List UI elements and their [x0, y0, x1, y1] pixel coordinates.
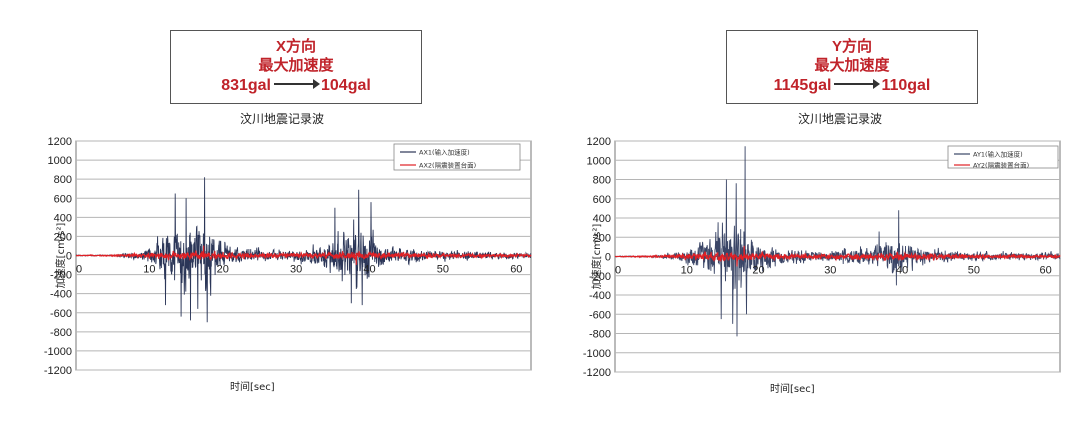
x-direction-panel: X方向 最大加速度 831gal 104gal 汶川地震记录波 1200 1000 8… [44, 30, 532, 393]
y-tick-label: 600 [593, 194, 611, 206]
right-arrow-icon [834, 78, 881, 89]
legend-box [947, 145, 1059, 169]
legend-box [393, 143, 521, 171]
x-tick-label: 40 [896, 265, 908, 277]
y-tick-label: 200 [54, 231, 72, 243]
y-tick-label: -800 [50, 327, 72, 339]
y-tick-label: 1200 [48, 136, 72, 148]
x-tick-label: 10 [681, 265, 693, 277]
legend-label: AX1(输入加速度) [419, 147, 470, 156]
x-input-peak: 831gal [221, 77, 271, 94]
x-acceleration-reduction: 831gal 104gal [171, 75, 421, 97]
y-tick-label: 800 [54, 174, 72, 186]
x-axis-label: 时间[sec] [770, 382, 815, 395]
y-tick-label: -200 [50, 270, 72, 282]
y-tick-label: -600 [589, 309, 611, 321]
y-tick-label: -1200 [44, 365, 72, 377]
x-max-acceleration-label: 最大加速度 [258, 57, 334, 74]
x-isolated-peak: 104gal [321, 77, 371, 94]
right-arrow-icon [274, 78, 320, 89]
x-tick-label: 30 [824, 265, 836, 277]
y-tick-label: -800 [589, 329, 611, 341]
series-line-2 [614, 245, 1061, 267]
x-peak-acceleration-box: X方向 最大加速度 831gal 104gal [170, 30, 422, 104]
y-acceleration-reduction: 1145gal 110gal [727, 75, 977, 97]
x-direction-label: X方向 [275, 38, 316, 55]
x-tick-label: 10 [143, 264, 155, 276]
x-tick-label: 40 [363, 264, 375, 276]
y-tick-label: -600 [50, 308, 72, 320]
y-tick-label: -1000 [44, 346, 72, 358]
x-tick-label: 60 [510, 264, 522, 276]
x-acceleration-chart: 120010008006004002000-200-400-600-800-10… [44, 136, 532, 393]
x-axis-label: 时间[sec] [230, 380, 275, 393]
x-chart-title: 汶川地震记录波 [239, 112, 324, 126]
y-tick-label: 800 [593, 175, 611, 187]
x-tick-label: 60 [1040, 265, 1052, 277]
y-axis-label: 加速度[cm/s²] [590, 224, 603, 290]
y-peak-acceleration-box: Y方向 最大加速度 1145gal 110gal [726, 30, 978, 104]
x-tick-label: 0 [615, 265, 621, 277]
y-tick-label: 0 [605, 252, 611, 264]
y-tick-label: -200 [589, 271, 611, 283]
y-isolated-peak: 110gal [881, 77, 931, 94]
y-tick-label: 400 [54, 212, 72, 224]
series-line-2 [75, 245, 532, 265]
y-tick-label: 200 [593, 232, 611, 244]
y-chart-title: 汶川地震记录波 [797, 112, 882, 126]
y-tick-label: 600 [54, 193, 72, 205]
x-tick-label: 20 [752, 265, 764, 277]
y-tick-label: 1000 [587, 155, 611, 167]
legend-label: AY2(隔震装置台面) [973, 160, 1029, 169]
y-direction-panel: Y方向 最大加速度 1145gal 110gal 汶川地震记录波 1200 1000… [540, 0, 1080, 426]
y-direction-label: Y方向 [831, 38, 872, 55]
y-axis-label: 加速度[cm/s²] [54, 223, 67, 289]
y-tick-label: -1000 [583, 348, 611, 360]
legend-label: AY1(输入加速度) [973, 149, 1023, 158]
y-tick-label: -400 [50, 289, 72, 301]
x-tick-label: 0 [76, 264, 82, 276]
x-tick-label: 50 [968, 265, 980, 277]
x-tick-label: 30 [290, 264, 302, 276]
y-acceleration-chart: 120010008006004002000-200-400-600-800-10… [583, 136, 1061, 395]
y-tick-label: 1200 [587, 136, 611, 148]
y-max-acceleration-label: 最大加速度 [814, 57, 890, 74]
legend-label: AX2(隔震装置台面) [419, 160, 476, 169]
y-tick-label: 1000 [48, 155, 72, 167]
y-tick-label: -400 [589, 290, 611, 302]
y-tick-label: 400 [593, 213, 611, 225]
x-tick-label: 20 [217, 264, 229, 276]
x-tick-label: 50 [437, 264, 449, 276]
y-tick-label: 0 [66, 251, 72, 263]
y-input-peak: 1145gal [773, 77, 832, 94]
y-tick-label: -1200 [583, 367, 611, 379]
